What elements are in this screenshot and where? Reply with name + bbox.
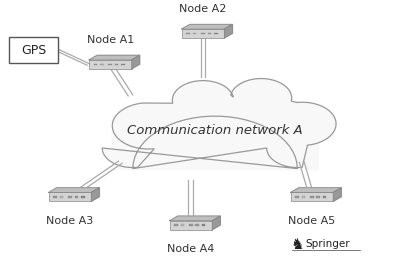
FancyBboxPatch shape xyxy=(9,37,58,63)
Polygon shape xyxy=(169,216,220,221)
Polygon shape xyxy=(102,79,335,168)
Text: Node A1: Node A1 xyxy=(86,35,134,45)
Polygon shape xyxy=(68,196,72,198)
Polygon shape xyxy=(290,192,333,201)
Polygon shape xyxy=(100,64,103,65)
Text: ♞: ♞ xyxy=(290,237,304,252)
Polygon shape xyxy=(301,196,305,198)
Polygon shape xyxy=(108,64,112,65)
Polygon shape xyxy=(201,224,205,226)
Polygon shape xyxy=(207,33,211,34)
Polygon shape xyxy=(192,33,196,34)
Polygon shape xyxy=(174,224,177,226)
Polygon shape xyxy=(224,24,232,38)
Polygon shape xyxy=(212,216,220,230)
Polygon shape xyxy=(60,196,63,198)
Polygon shape xyxy=(53,196,57,198)
Polygon shape xyxy=(322,196,326,198)
Polygon shape xyxy=(315,196,319,198)
Polygon shape xyxy=(121,64,125,65)
Polygon shape xyxy=(213,33,217,34)
Polygon shape xyxy=(75,196,78,198)
Text: Node A4: Node A4 xyxy=(167,244,214,255)
Polygon shape xyxy=(115,64,118,65)
Polygon shape xyxy=(81,196,84,198)
Polygon shape xyxy=(89,60,131,69)
Text: Springer: Springer xyxy=(305,239,350,249)
Text: Communication network A: Communication network A xyxy=(127,124,302,136)
Polygon shape xyxy=(294,196,298,198)
Polygon shape xyxy=(89,55,139,60)
Polygon shape xyxy=(290,188,341,192)
Polygon shape xyxy=(93,64,97,65)
Polygon shape xyxy=(49,188,99,192)
Text: Node A2: Node A2 xyxy=(179,4,226,14)
Polygon shape xyxy=(189,224,192,226)
Polygon shape xyxy=(131,55,139,69)
Polygon shape xyxy=(91,188,99,201)
Polygon shape xyxy=(333,188,341,201)
Polygon shape xyxy=(112,115,317,168)
Polygon shape xyxy=(201,33,204,34)
Text: Node A5: Node A5 xyxy=(288,216,335,226)
Polygon shape xyxy=(181,24,232,29)
Polygon shape xyxy=(186,33,190,34)
Polygon shape xyxy=(169,221,212,230)
Polygon shape xyxy=(181,29,224,38)
Polygon shape xyxy=(49,192,91,201)
Text: GPS: GPS xyxy=(21,44,46,57)
Polygon shape xyxy=(195,224,198,226)
Text: Node A3: Node A3 xyxy=(46,216,93,226)
Polygon shape xyxy=(180,224,184,226)
Polygon shape xyxy=(309,196,313,198)
